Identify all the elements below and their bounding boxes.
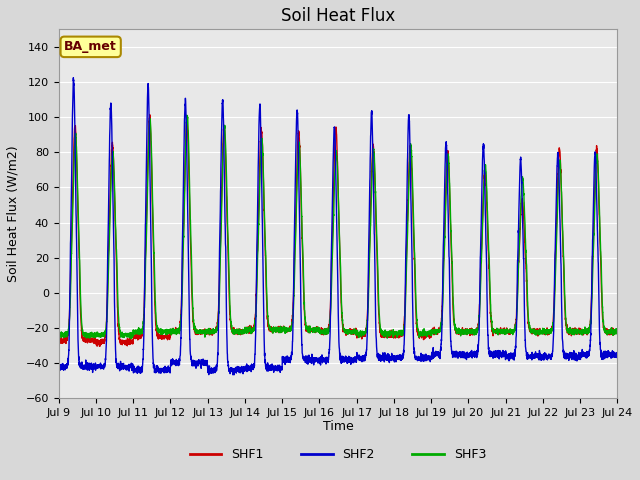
SHF2: [433, 350, 440, 356]
SHF3: [183, 112, 191, 118]
SHF3: [614, 331, 621, 336]
SHF1: [156, 335, 163, 341]
SHF2: [614, 352, 621, 358]
Title: Soil Heat Flux: Soil Heat Flux: [281, 7, 396, 25]
SHF1: [614, 330, 621, 336]
SHF2: [495, 356, 503, 362]
SHF3: [156, 328, 163, 334]
SHF1: [317, 330, 325, 336]
SHF2: [463, 353, 471, 359]
Text: BA_met: BA_met: [64, 40, 117, 53]
SHF1: [613, 330, 621, 336]
SHF1: [495, 331, 503, 336]
SHF2: [230, 372, 238, 378]
SHF3: [463, 329, 471, 335]
SHF3: [127, 336, 135, 341]
SHF3: [433, 330, 440, 336]
SHF1: [146, 112, 154, 118]
X-axis label: Time: Time: [323, 420, 353, 432]
Line: SHF1: SHF1: [59, 115, 618, 346]
Legend: SHF1, SHF2, SHF3: SHF1, SHF2, SHF3: [185, 443, 491, 466]
SHF3: [317, 329, 325, 335]
SHF2: [55, 363, 63, 369]
SHF2: [156, 368, 163, 373]
SHF1: [463, 329, 471, 335]
SHF3: [55, 330, 63, 336]
Line: SHF3: SHF3: [59, 115, 618, 338]
SHF2: [317, 359, 325, 364]
SHF1: [433, 329, 440, 335]
SHF3: [495, 328, 503, 334]
Y-axis label: Soil Heat Flux (W/m2): Soil Heat Flux (W/m2): [7, 145, 20, 282]
SHF1: [95, 343, 103, 349]
SHF2: [613, 350, 621, 356]
SHF2: [70, 75, 77, 81]
SHF3: [613, 330, 621, 336]
SHF1: [55, 337, 63, 343]
Line: SHF2: SHF2: [59, 78, 618, 375]
